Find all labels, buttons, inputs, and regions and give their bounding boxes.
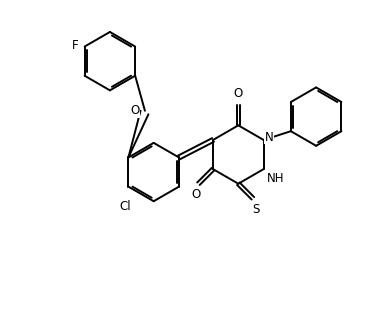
Text: O: O bbox=[191, 188, 200, 201]
Text: Cl: Cl bbox=[120, 200, 131, 213]
Text: S: S bbox=[252, 203, 260, 216]
Text: F: F bbox=[72, 39, 78, 51]
Text: N: N bbox=[265, 130, 274, 144]
Text: O: O bbox=[234, 87, 243, 100]
Text: NH: NH bbox=[267, 172, 284, 185]
Text: O: O bbox=[130, 104, 139, 117]
